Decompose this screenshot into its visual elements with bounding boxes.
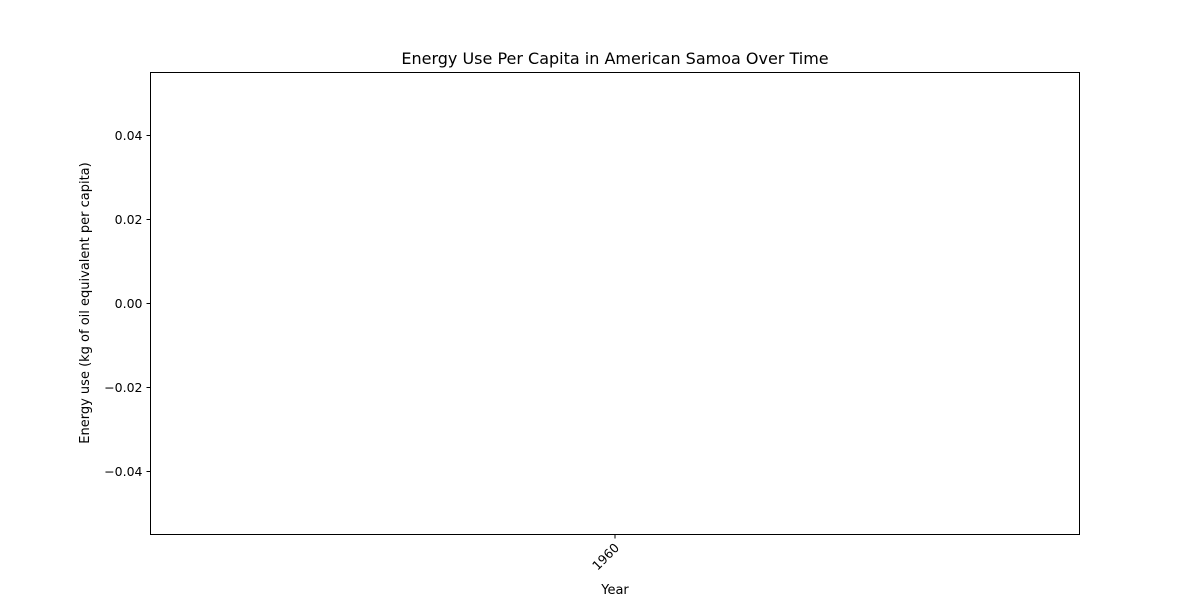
x-axis-label: Year	[600, 583, 629, 598]
y-axis: 0.04 0.02 0.00 −0.02 −0.04	[104, 128, 151, 479]
y-axis-label: Energy use (kg of oil equivalent per cap…	[78, 162, 93, 443]
x-tick-label: 1960	[589, 540, 622, 573]
y-tick-label: 0.00	[115, 296, 143, 311]
y-tick-label: −0.04	[104, 464, 142, 479]
chart-title: Energy Use Per Capita in American Samoa …	[401, 49, 828, 68]
y-tick-label: −0.02	[104, 380, 142, 395]
plot-area	[150, 72, 1080, 535]
y-tick-label: 0.04	[115, 128, 143, 143]
y-tick-label: 0.02	[115, 212, 143, 227]
x-axis: 1960	[589, 534, 622, 573]
